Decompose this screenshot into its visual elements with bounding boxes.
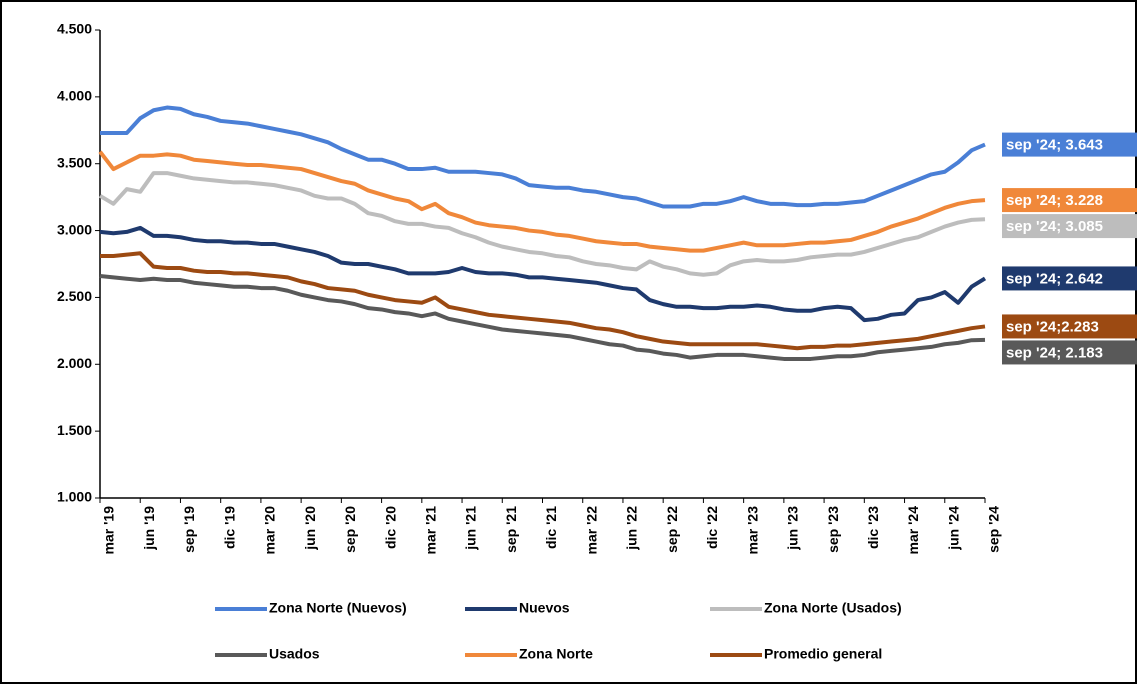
x-tick-label: mar '20 [262,506,278,555]
x-tick-label: dic '19 [221,506,237,549]
x-tick-label: mar '23 [744,506,760,555]
x-tick-label: mar '22 [583,506,599,555]
y-tick-label: 4.000 [57,88,92,104]
legend-label: Promedio general [764,646,882,662]
legend-label: Nuevos [519,600,570,616]
series-line [100,105,986,209]
y-tick-label: 2.500 [57,288,92,304]
y-tick-label: 1.500 [57,422,92,438]
y-tick-label: 2.000 [57,355,92,371]
x-tick-label: mar '21 [423,506,439,555]
y-tick-label: 1.000 [57,489,92,505]
legend-label: Zona Norte [519,646,593,662]
x-tick-label: mar '19 [101,506,117,555]
legend-label: Zona Norte (Nuevos) [269,600,407,616]
series-line [99,274,986,361]
value-label-box [1002,314,1137,339]
value-label: sep '24; 2.642 [1006,270,1103,287]
legend-label: Zona Norte (Usados) [764,600,902,616]
legend-label: Usados [269,646,320,662]
x-tick-label: mar '24 [905,506,921,555]
value-label: sep '24;2.283 [1006,318,1099,335]
value-label: sep '24; 3.643 [1006,137,1103,154]
x-tick-label: sep '21 [503,506,519,553]
value-label-box [1002,214,1137,239]
y-tick-label: 3.500 [57,154,92,170]
x-tick-label: jun '20 [302,506,318,551]
series-line [100,251,986,351]
series-line [98,171,986,277]
y-tick-label: 3.000 [57,221,92,237]
x-tick-label: sep '22 [664,506,680,553]
x-tick-label: sep '24 [986,506,1002,553]
series-line [99,225,987,323]
x-tick-label: dic '21 [543,506,559,549]
value-label: sep '24; 3.085 [1006,218,1103,235]
value-label: sep '24; 2.183 [1006,344,1103,361]
value-label-box [1002,188,1137,213]
series-line [98,150,986,253]
x-tick-label: jun '21 [463,506,479,551]
y-tick-label: 4.500 [57,21,92,37]
x-tick-label: sep '19 [181,506,197,553]
x-tick-label: sep '20 [342,506,358,553]
value-label-box [1002,340,1137,365]
x-tick-label: jun '23 [785,506,801,551]
value-label-box [1002,132,1137,157]
x-tick-label: sep '23 [825,506,841,553]
x-tick-label: jun '22 [624,506,640,551]
x-tick-label: dic '23 [865,506,881,549]
x-tick-label: jun '24 [945,506,961,551]
value-label-box [1002,266,1137,291]
x-tick-label: jun '19 [141,506,157,551]
x-tick-label: dic '22 [704,506,720,549]
x-tick-label: dic '20 [382,506,398,549]
value-label: sep '24; 3.228 [1006,192,1103,209]
